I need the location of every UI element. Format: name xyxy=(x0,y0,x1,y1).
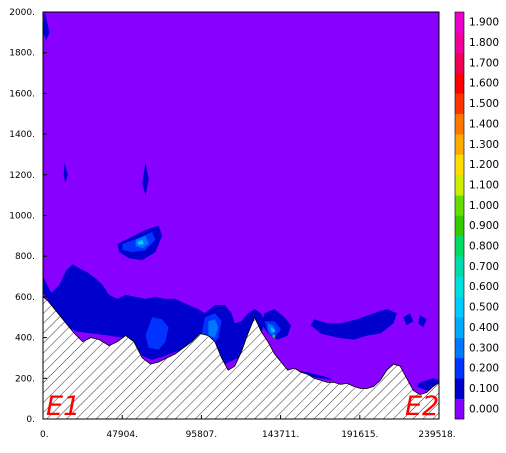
y-tick-label: 1200. xyxy=(9,171,35,181)
colorbar-label: 1.800 xyxy=(469,37,499,49)
colorbar-swatch xyxy=(455,235,464,257)
terrain-layer xyxy=(43,296,439,419)
y-tick-label: 0. xyxy=(26,415,35,425)
colorbar-label: 0.500 xyxy=(469,302,499,314)
colorbar: 0.000 0.100 0.200 0.300 0.400 0.500 0.600 0.700… xyxy=(454,11,499,420)
y-tick-label: 1000. xyxy=(9,212,35,222)
y-tick-label: 200. xyxy=(15,374,35,384)
x-tick-label: 143711. xyxy=(262,430,299,440)
contour-region-level-0-8-0 xyxy=(272,333,276,339)
contour-region-level-0-1-8 xyxy=(403,313,414,326)
colorbar-swatch xyxy=(455,73,464,94)
y-axis: 0. 200. 400. 600. 800. 1000. 1200. 1400. 1600. 18… xyxy=(9,8,47,425)
contour-region-level-0-2-2 xyxy=(145,317,169,350)
colorbar-label: 0.000 xyxy=(469,403,499,415)
colorbar-swatch xyxy=(455,337,464,359)
colorbar-swatch xyxy=(455,93,464,115)
colorbar-swatch xyxy=(455,378,464,399)
x-tick-label: 0. xyxy=(40,430,49,440)
colorbar-label: 0.900 xyxy=(469,220,499,232)
x-tick-label: 47904. xyxy=(106,430,138,440)
colorbar-label: 1.400 xyxy=(469,118,499,130)
colorbar-label: 1.700 xyxy=(469,57,499,69)
colorbar-label: 0.600 xyxy=(469,281,499,293)
colorbar-swatch xyxy=(455,134,464,155)
contour-region-level-0-5-0 xyxy=(137,239,144,245)
colorbar-label: 0.400 xyxy=(469,322,499,334)
colorbar-label: 1.200 xyxy=(469,159,499,171)
colorbar-label: 0.300 xyxy=(469,342,499,354)
contour-region-level-0-1-0 xyxy=(43,12,50,41)
terrain-outline xyxy=(43,296,439,396)
colorbar-swatch xyxy=(455,195,464,216)
colorbar-swatch xyxy=(455,12,464,33)
colorbar-label: 1.900 xyxy=(469,17,499,29)
contour-region-level-0-1-7 xyxy=(310,309,397,340)
colorbar-swatch xyxy=(455,357,464,379)
x-axis: 0. 47904. 95807. 143711. 191615. 239518. xyxy=(40,415,456,440)
x-tick-label: 95807. xyxy=(186,430,218,440)
terrain-hatch xyxy=(43,296,439,419)
contour-region-level-0-1-1 xyxy=(63,162,68,183)
contour-region-level-0-1-2 xyxy=(142,162,149,196)
colorbar-label: 0.700 xyxy=(469,261,499,273)
endpoint-label-e2: E2 xyxy=(405,391,439,422)
colorbar-swatch xyxy=(455,296,464,318)
y-tick-label: 1800. xyxy=(9,49,35,59)
colorbar-label: 1.000 xyxy=(469,200,499,212)
contour-region-level-0-3-1 xyxy=(208,319,219,338)
colorbar-swatch xyxy=(455,256,464,277)
colorbar-swatch xyxy=(455,276,464,298)
colorbar-swatch xyxy=(455,32,464,53)
colorbar-swatch xyxy=(455,113,464,135)
colorbar-swatch xyxy=(455,317,464,338)
colorbar-label: 0.100 xyxy=(469,383,499,395)
colorbar-swatch xyxy=(455,52,464,74)
colorbar-label: 1.500 xyxy=(469,98,499,110)
colorbar-swatch xyxy=(455,215,464,237)
x-tick-label: 239518. xyxy=(418,430,455,440)
contour-region-level-0-5-1 xyxy=(271,327,275,333)
y-tick-label: 1400. xyxy=(9,130,35,140)
contour-region-level-0-1-9 xyxy=(418,315,427,328)
colorbar-label: 0.800 xyxy=(469,241,499,253)
y-tick-label: 800. xyxy=(15,252,35,262)
colorbar-label: 1.300 xyxy=(469,139,499,151)
colorbar-swatch xyxy=(455,154,464,176)
y-tick-label: 2000. xyxy=(9,8,35,18)
endpoint-label-e1: E1 xyxy=(46,391,80,422)
colorbar-label: 0.200 xyxy=(469,363,499,375)
y-tick-label: 1600. xyxy=(9,89,35,99)
y-tick-label: 600. xyxy=(15,293,35,303)
colorbar-swatch xyxy=(455,398,464,420)
x-tick-label: 191615. xyxy=(341,430,378,440)
colorbar-label: 1.100 xyxy=(469,179,499,191)
y-tick-label: 400. xyxy=(15,334,35,344)
colorbar-label: 1.600 xyxy=(469,78,499,90)
colorbar-frame xyxy=(454,11,465,420)
colorbar-swatch xyxy=(455,174,464,196)
